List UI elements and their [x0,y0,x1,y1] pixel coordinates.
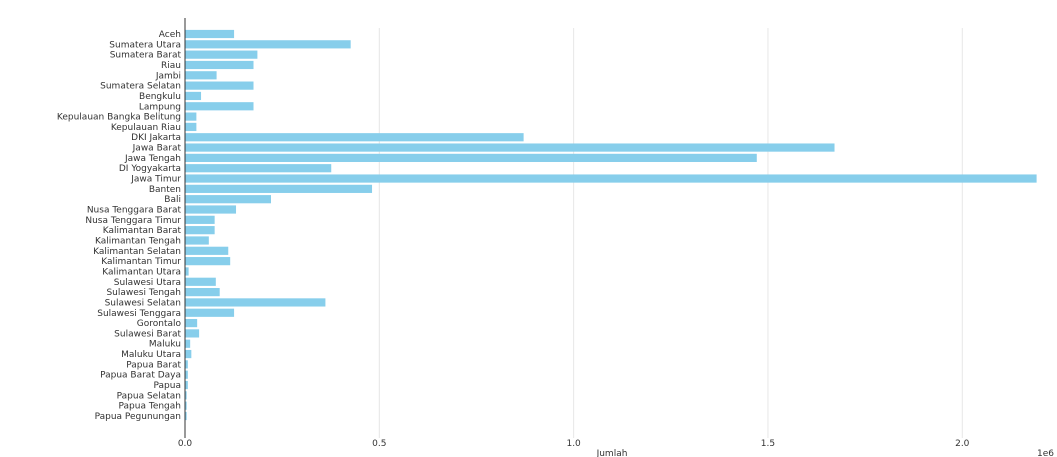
bar [185,205,237,214]
bar [185,143,835,152]
bar [185,164,332,173]
bar [185,102,254,111]
bar [185,122,197,132]
x-tick-label: 0.5 [372,439,386,449]
y-tick-label: Sulawesi Tenggara [97,309,181,319]
bar [185,174,1037,183]
y-tick-label: Jawa Tengah [124,154,181,164]
grid-lines [184,28,963,438]
bar [185,308,235,317]
bar [185,195,271,204]
bar [185,318,198,328]
bar [185,153,757,162]
bar [185,329,200,338]
bar [185,380,188,390]
bar [185,236,209,245]
y-tick-label: Sulawesi Selatan [105,298,181,308]
y-tick-label: Kalimantan Barat [103,226,182,236]
bar [185,288,220,297]
bar [185,91,202,101]
x-axis-label: Jumlah [596,449,628,457]
y-tick-label: Papua [154,381,181,391]
bar [185,60,254,70]
y-tick-label: Sulawesi Barat [114,329,181,339]
y-tick-label: Riau [161,61,181,71]
y-tick-label: Sulawesi Utara [114,278,181,288]
bars [185,29,1037,421]
y-tick-label: Jawa Barat [132,144,182,154]
bar [185,370,188,379]
bar [185,71,217,80]
y-tick-label: Sumatera Barat [110,51,182,61]
x-tick-label: 1.5 [761,439,775,449]
bar [185,226,215,235]
y-tick-label: Papua Barat Daya [100,371,181,381]
bar [185,391,187,400]
bar [185,267,189,276]
bar [185,81,254,90]
y-tick-label: Sulawesi Tengah [106,288,181,298]
y-tick-label: Bengkulu [139,92,181,102]
bar [185,246,229,255]
y-tick-label: Jambi [155,71,181,81]
bar [185,349,192,359]
bar [185,411,187,421]
x-tick-label: 1.0 [566,439,581,449]
bar [185,133,524,142]
y-tick-label: Papua Pegunungan [95,412,181,422]
bar [185,298,326,307]
bar [185,339,191,348]
y-tick-label: Papua Tengah [119,402,181,412]
bar [185,29,235,39]
y-tick-label: Jawa Timur [130,175,181,185]
y-tick-label: Banten [149,185,181,195]
y-tick-label: Nusa Tenggara Timur [85,216,181,226]
bar [185,257,231,266]
y-tick-label: Kalimantan Selatan [93,247,181,257]
x-tick-label: 2.0 [955,439,970,449]
y-tick-label: DKI Jakarta [131,133,181,143]
y-tick-label: Nusa Tenggara Barat [87,206,182,216]
y-tick-label: Gorontalo [137,319,182,329]
y-tick-label: Maluku [149,340,181,350]
bar [185,40,351,49]
y-tick-label: Sumatera Selatan [100,82,181,92]
bar [185,50,258,59]
bar [185,360,188,369]
bar [185,277,216,286]
bar [185,184,373,193]
y-tick-label: Sumatera Utara [109,40,181,50]
x-axis-offset-label: 1e6 [1037,449,1054,457]
y-tick-label: Kepulauan Riau [111,123,181,133]
y-tick-label: Kepulauan Bangka Belitung [57,113,181,123]
y-tick-label: Kalimantan Tengah [95,236,181,246]
y-tick-label: Papua Barat [126,360,181,370]
bar [185,215,215,224]
x-tick-label: 0.0 [178,439,193,449]
y-tick-label: Lampung [139,102,181,112]
bar [185,401,187,410]
y-tick-label: DI Yogyakarta [119,164,181,174]
y-tick-label: Papua Selatan [117,391,181,401]
bar [185,112,197,121]
y-tick-label: Bali [164,195,181,205]
y-tick-label: Kalimantan Timur [101,257,181,267]
x-tick-labels: 0.0 0.5 1.0 1.5 2.0 [178,439,970,449]
y-tick-label: Maluku Utara [121,350,181,360]
y-tick-label: Kalimantan Utara [102,267,181,277]
y-tick-label: Aceh [159,30,181,40]
